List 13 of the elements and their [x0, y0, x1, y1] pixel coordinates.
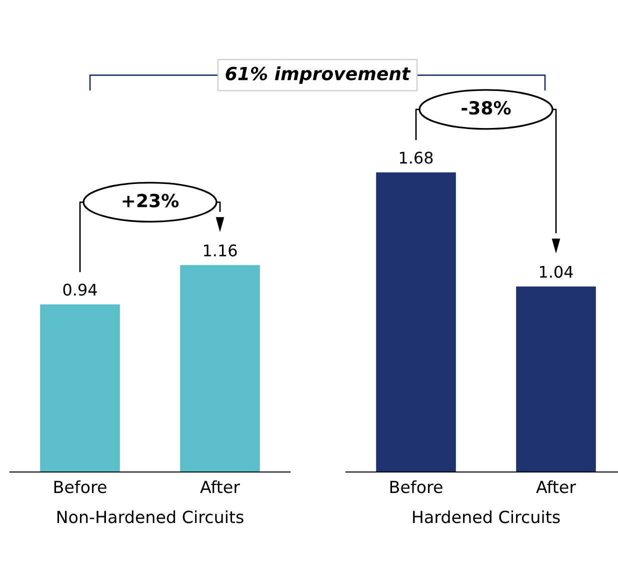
data-label: 1.68: [400, 152, 433, 164]
data-label: 0.94: [63, 284, 97, 296]
text: -38%: [462, 101, 511, 115]
x-tick-label: After: [200, 480, 240, 494]
x-tick-label: After: [536, 480, 576, 494]
x-axis-title: Non-Hardened Circuits: [57, 510, 244, 524]
data-label: 1.16: [204, 244, 237, 256]
text: +23%: [122, 194, 179, 208]
text: 61% improvement: [226, 66, 411, 84]
x-tick-label: Before: [390, 480, 442, 494]
x-axis-title: Hardened Circuits: [413, 510, 560, 524]
data-label: 1.04: [540, 266, 573, 278]
x-tick-label: Before: [54, 480, 106, 494]
